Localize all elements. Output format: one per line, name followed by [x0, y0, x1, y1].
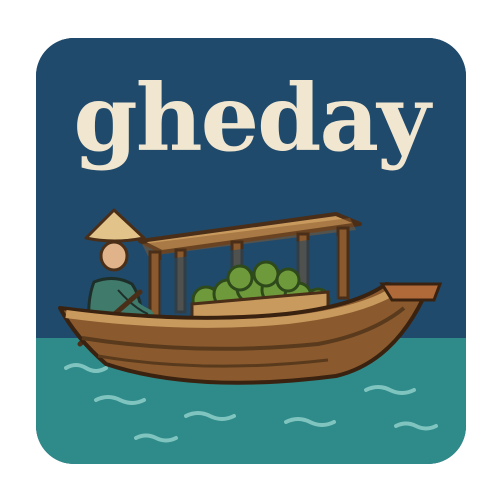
conical-hat-icon [86, 210, 144, 241]
app-icon: gheday [36, 38, 466, 464]
boat-scene [36, 38, 466, 464]
